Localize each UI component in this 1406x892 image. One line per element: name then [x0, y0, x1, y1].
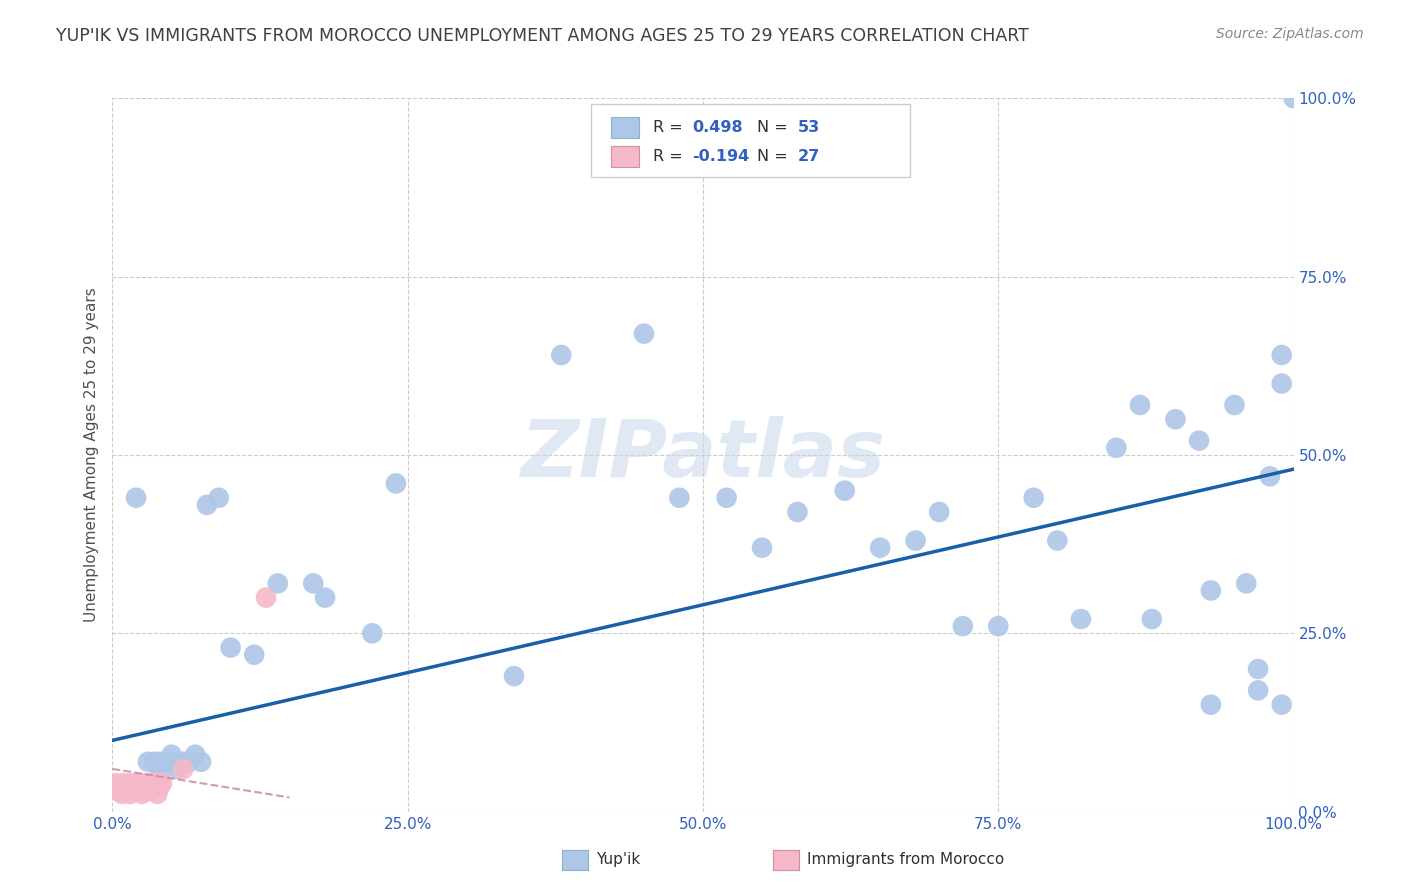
- Point: [1105, 441, 1128, 455]
- Point: [314, 591, 336, 605]
- Point: [869, 541, 891, 555]
- Point: [136, 755, 159, 769]
- Point: [127, 780, 149, 794]
- Point: [1247, 662, 1270, 676]
- FancyBboxPatch shape: [591, 103, 910, 177]
- Point: [132, 776, 155, 790]
- Point: [136, 776, 159, 790]
- Point: [166, 762, 188, 776]
- Point: [195, 498, 218, 512]
- Text: YUP'IK VS IMMIGRANTS FROM MOROCCO UNEMPLOYMENT AMONG AGES 25 TO 29 YEARS CORRELA: YUP'IK VS IMMIGRANTS FROM MOROCCO UNEMPL…: [56, 27, 1029, 45]
- Point: [1188, 434, 1211, 448]
- Point: [243, 648, 266, 662]
- Point: [1271, 348, 1294, 362]
- Point: [1140, 612, 1163, 626]
- Point: [550, 348, 572, 362]
- Point: [385, 476, 408, 491]
- Point: [1046, 533, 1069, 548]
- Point: [107, 783, 129, 797]
- Point: [1199, 698, 1222, 712]
- Point: [142, 755, 165, 769]
- Text: 0.498: 0.498: [692, 120, 742, 135]
- Point: [120, 787, 142, 801]
- Text: N =: N =: [758, 120, 793, 135]
- Point: [1223, 398, 1246, 412]
- Text: R =: R =: [654, 120, 689, 135]
- Point: [1129, 398, 1152, 412]
- Point: [125, 776, 148, 790]
- Point: [1234, 576, 1257, 591]
- Point: [254, 591, 277, 605]
- Point: [716, 491, 738, 505]
- Point: [987, 619, 1010, 633]
- Point: [139, 783, 162, 797]
- Point: [1164, 412, 1187, 426]
- Point: [952, 619, 974, 633]
- Text: Immigrants from Morocco: Immigrants from Morocco: [807, 853, 1004, 867]
- Point: [302, 576, 325, 591]
- Point: [127, 783, 149, 797]
- Point: [149, 769, 172, 783]
- Point: [149, 755, 172, 769]
- Point: [1271, 376, 1294, 391]
- Point: [1282, 91, 1305, 105]
- Point: [117, 780, 139, 794]
- Point: [160, 747, 183, 762]
- Point: [267, 576, 290, 591]
- Point: [219, 640, 242, 655]
- Point: [125, 491, 148, 505]
- Point: [751, 541, 773, 555]
- Point: [184, 747, 207, 762]
- Point: [190, 755, 212, 769]
- Point: [1199, 583, 1222, 598]
- Point: [112, 776, 135, 790]
- Text: R =: R =: [654, 149, 689, 164]
- Point: [135, 780, 157, 794]
- Point: [146, 787, 169, 801]
- Text: Yup'ik: Yup'ik: [596, 853, 640, 867]
- Text: ZIPatlas: ZIPatlas: [520, 416, 886, 494]
- Point: [1258, 469, 1281, 483]
- Point: [115, 783, 138, 797]
- Text: Source: ZipAtlas.com: Source: ZipAtlas.com: [1216, 27, 1364, 41]
- Point: [150, 776, 173, 790]
- Y-axis label: Unemployment Among Ages 25 to 29 years: Unemployment Among Ages 25 to 29 years: [84, 287, 100, 623]
- Point: [928, 505, 950, 519]
- Point: [111, 787, 134, 801]
- Point: [1070, 612, 1092, 626]
- Point: [668, 491, 690, 505]
- Point: [172, 762, 194, 776]
- Point: [105, 776, 128, 790]
- Point: [129, 780, 152, 794]
- Text: N =: N =: [758, 149, 793, 164]
- Point: [904, 533, 927, 548]
- Point: [122, 783, 145, 797]
- Point: [633, 326, 655, 341]
- Point: [208, 491, 231, 505]
- Point: [786, 505, 808, 519]
- Text: -0.194: -0.194: [692, 149, 749, 164]
- Point: [172, 755, 194, 769]
- Bar: [610, 146, 640, 168]
- Point: [142, 776, 165, 790]
- Point: [131, 787, 153, 801]
- Point: [160, 755, 183, 769]
- Point: [834, 483, 856, 498]
- Point: [1247, 683, 1270, 698]
- Point: [120, 776, 142, 790]
- Text: 27: 27: [797, 149, 820, 164]
- Point: [503, 669, 526, 683]
- Point: [149, 780, 172, 794]
- Point: [134, 783, 156, 797]
- Text: 53: 53: [797, 120, 820, 135]
- Point: [179, 755, 201, 769]
- Point: [1271, 698, 1294, 712]
- Bar: [610, 117, 640, 138]
- Point: [1022, 491, 1045, 505]
- Point: [128, 776, 150, 790]
- Point: [361, 626, 384, 640]
- Point: [110, 780, 132, 794]
